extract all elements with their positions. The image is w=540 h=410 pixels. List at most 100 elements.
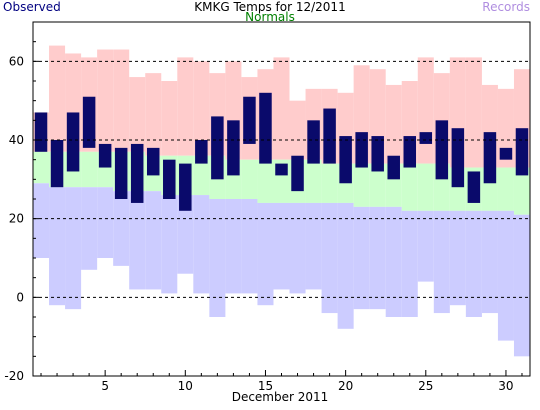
chart-title: KMKG Temps for 12/2011 (194, 0, 346, 14)
observed-bar (451, 128, 465, 188)
observed-bar (307, 120, 320, 164)
normal-band (241, 159, 258, 199)
x-tick-label: 20 (338, 379, 353, 393)
record-low-band (401, 210, 418, 317)
record-high-band (465, 57, 482, 168)
observed-bar (371, 136, 384, 172)
record-low-band (353, 206, 370, 310)
observed-bar (499, 147, 513, 160)
normal-band (401, 163, 418, 211)
normal-band (321, 163, 338, 203)
observed-bar (130, 143, 144, 203)
record-high-band (97, 49, 114, 152)
x-tick-label: 30 (498, 379, 513, 393)
record-low-band (145, 191, 162, 290)
record-low-band (369, 206, 386, 310)
normal-band (513, 167, 530, 215)
normal-band (497, 167, 514, 211)
records-legend-label: Records (482, 0, 530, 14)
y-tick-label: 40 (9, 133, 24, 147)
record-low-band (449, 210, 466, 306)
record-high-band (193, 61, 210, 156)
observed-bar (146, 147, 160, 176)
observed-bar (66, 112, 80, 172)
bars-layer (33, 45, 530, 357)
observed-bar (275, 163, 288, 176)
record-low-band (161, 195, 178, 294)
record-low-band (65, 187, 82, 310)
observed-bar (98, 143, 112, 168)
x-axis-label: December 2011 (231, 390, 329, 404)
observed-bar (339, 136, 352, 184)
record-low-band (337, 202, 354, 329)
observed-bar (355, 132, 368, 168)
x-tick-label: 10 (178, 379, 193, 393)
record-low-band (225, 199, 242, 294)
record-high-band (129, 77, 146, 152)
observed-bar (291, 155, 304, 192)
observed-bar (259, 92, 272, 164)
observed-legend-label: Observed (3, 0, 61, 14)
record-low-band (433, 210, 450, 314)
y-tick-label: 20 (9, 212, 24, 226)
observed-bar (227, 120, 240, 176)
normals-legend-label: Normals (245, 10, 295, 24)
observed-bar (82, 96, 96, 148)
record-high-band (49, 45, 66, 152)
record-high-band (113, 49, 130, 152)
x-tick-label: 15 (258, 379, 273, 393)
record-high-band (417, 57, 434, 164)
record-high-band (177, 57, 194, 156)
record-low-band (129, 191, 146, 290)
normal-band (417, 163, 434, 211)
record-low-band (81, 187, 98, 270)
observed-bar (50, 140, 64, 188)
record-high-band (145, 73, 162, 156)
normal-band (305, 159, 322, 203)
y-tick-label: 60 (9, 54, 24, 68)
y-tick-label: 0 (16, 290, 24, 304)
observed-bar (211, 116, 224, 180)
observed-bar (114, 147, 128, 199)
record-low-band (385, 206, 402, 317)
observed-bar (419, 132, 433, 144)
record-low-band (465, 210, 482, 317)
normal-band (353, 163, 370, 207)
normal-band (33, 151, 50, 184)
record-high-band (161, 81, 178, 156)
record-low-band (417, 210, 434, 282)
observed-bar (467, 171, 481, 203)
record-high-band (385, 84, 402, 164)
record-high-band (273, 57, 290, 160)
gridlines-layer (33, 60, 530, 298)
record-low-band (273, 202, 290, 290)
y-tick-label: -20 (4, 369, 24, 383)
record-low-band (177, 195, 194, 274)
observed-bar (403, 136, 417, 168)
observed-bar (323, 108, 336, 164)
observed-bar (195, 140, 208, 164)
record-high-band (289, 100, 306, 160)
observed-bar (163, 159, 176, 199)
observed-bar (243, 96, 256, 144)
x-tick-label: 25 (418, 379, 433, 393)
observed-bar (179, 163, 192, 211)
observed-bar (34, 112, 48, 152)
record-low-band (97, 187, 114, 258)
ticks-layer: 5 10 15 20 25 30 -20 0 20 40 60 (4, 21, 523, 393)
normal-band (193, 155, 210, 196)
normal-band (257, 159, 274, 203)
record-low-band (257, 202, 274, 306)
record-low-band (497, 210, 514, 341)
record-low-band (321, 202, 338, 314)
x-tick-label: 5 (101, 379, 109, 393)
record-low-band (113, 191, 130, 266)
record-low-band (513, 214, 530, 357)
record-low-band (305, 202, 322, 290)
record-low-band (241, 199, 258, 294)
record-low-band (481, 210, 498, 314)
normal-band (369, 163, 386, 207)
normal-band (81, 151, 98, 188)
